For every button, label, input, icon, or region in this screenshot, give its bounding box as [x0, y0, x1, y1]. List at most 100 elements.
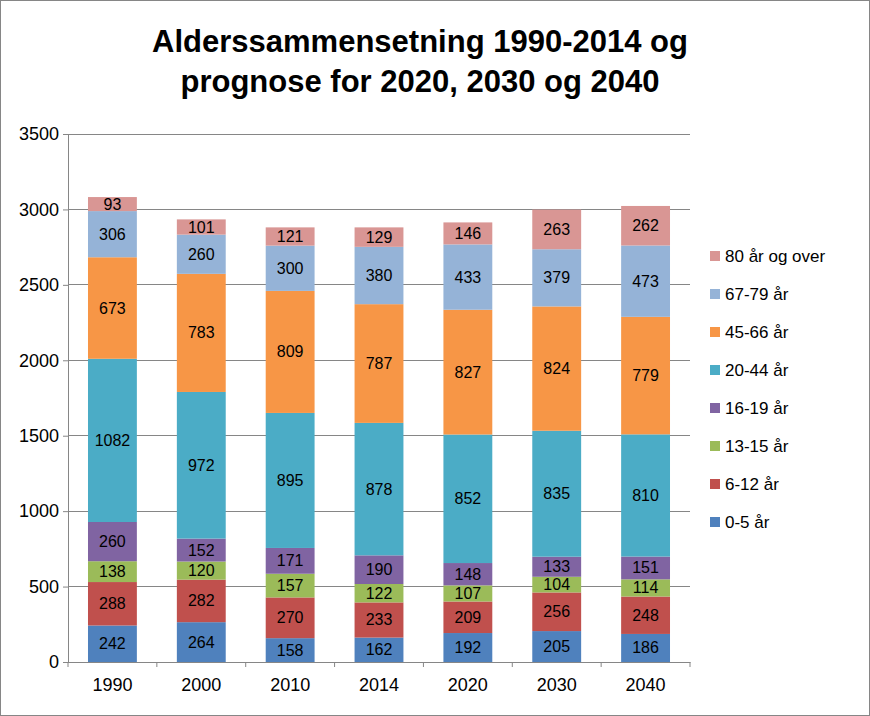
data-label: 205 [543, 638, 570, 655]
legend: 80 år og over67-79 år45-66 år20-44 år16-… [710, 247, 826, 532]
legend-label: 0-5 år [725, 513, 770, 532]
title: Alderssammensetning 1990-2014 ogprognose… [152, 24, 688, 99]
y-tick-mark [63, 511, 68, 512]
x-tick: 2040 [626, 662, 666, 695]
data-label: 248 [632, 607, 659, 624]
data-label: 824 [543, 360, 570, 377]
data-label: 171 [277, 552, 304, 569]
legend-swatch [710, 251, 720, 261]
legend-label: 6-12 år [725, 475, 779, 494]
y-tick-mark [63, 360, 68, 361]
y-tick-mark [63, 587, 68, 588]
data-label: 260 [99, 533, 126, 550]
data-label: 263 [543, 221, 570, 238]
bar [177, 274, 226, 392]
y-tick: 1000 [19, 501, 68, 521]
data-label: 186 [632, 639, 659, 656]
y-tick-mark [63, 436, 68, 437]
data-label: 264 [188, 634, 215, 651]
data-label: 107 [455, 585, 482, 602]
y-tick-label: 2000 [19, 351, 59, 371]
bar [355, 304, 404, 423]
data-label: 152 [188, 542, 215, 559]
legend-label: 13-15 år [725, 437, 789, 456]
y-tick-mark [63, 285, 68, 286]
bar [355, 247, 404, 304]
y-axis-line [63, 135, 69, 663]
legend-swatch [710, 365, 720, 375]
bar [621, 206, 670, 246]
data-label: 779 [632, 367, 659, 384]
bar [443, 435, 492, 564]
y-tick: 2500 [19, 275, 68, 295]
x-axis: 1990200020102014202020302040 [68, 662, 691, 695]
data-label: 878 [366, 481, 393, 498]
data-label: 122 [366, 585, 393, 602]
bar [355, 638, 404, 662]
data-label: 787 [366, 355, 393, 372]
data-label: 262 [632, 217, 659, 234]
data-label: 809 [277, 343, 304, 360]
bar [355, 555, 404, 584]
x-tick: 2014 [359, 662, 399, 695]
legend-swatch [710, 479, 720, 489]
data-label: 673 [99, 300, 126, 317]
bars [88, 197, 670, 662]
data-label: 120 [188, 562, 215, 579]
data-label: 209 [455, 609, 482, 626]
bar [443, 585, 492, 601]
y-axis: 0500100015002000250030003500 [19, 124, 69, 672]
bar [88, 625, 137, 662]
bar [266, 291, 315, 413]
data-label: 288 [99, 595, 126, 612]
legend-label: 45-66 år [725, 323, 789, 342]
chart-frame [1, 1, 870, 716]
y-tick-mark [63, 209, 68, 210]
grid-line [68, 209, 690, 210]
legend-swatch [710, 403, 720, 413]
data-label: 300 [277, 260, 304, 277]
x-separator [245, 662, 246, 667]
data-label: 835 [543, 485, 570, 502]
bar [177, 235, 226, 274]
bar [532, 249, 581, 306]
y-tick-label: 1000 [19, 501, 59, 521]
bar [266, 597, 315, 638]
data-label: 972 [188, 457, 215, 474]
legend-item: 13-15 år [710, 437, 789, 456]
bar [177, 392, 226, 539]
data-label: 148 [455, 566, 482, 583]
x-tick-label: 2000 [181, 675, 221, 695]
bar [621, 317, 670, 435]
y-tick-label: 2500 [19, 275, 59, 295]
legend-item: 80 år og over [710, 247, 826, 266]
grid [68, 134, 690, 662]
data-label: 93 [104, 196, 122, 213]
data-label: 192 [455, 639, 482, 656]
y-tick: 3500 [19, 124, 68, 144]
legend-item: 20-44 år [710, 361, 789, 380]
x-tick-label: 2020 [448, 675, 488, 695]
bar [88, 582, 137, 625]
bar [532, 431, 581, 557]
x-tick-label: 2040 [626, 675, 666, 695]
legend-swatch [710, 441, 720, 451]
data-label: 190 [366, 561, 393, 578]
bar [621, 634, 670, 662]
data-label: 158 [277, 642, 304, 659]
x-separator [512, 662, 513, 667]
data-label: 1082 [95, 432, 131, 449]
bar [532, 306, 581, 430]
bar [266, 227, 315, 245]
data-label: 282 [188, 592, 215, 609]
plot: 2422641581621922051862882822702332092562… [19, 124, 691, 695]
x-tick: 2000 [181, 662, 221, 695]
bar [621, 597, 670, 634]
data-labels: 2422641581621922051862882822702332092562… [95, 196, 659, 659]
data-label: 114 [633, 579, 659, 596]
y-tick: 0 [49, 652, 68, 672]
data-label: 242 [99, 635, 126, 652]
y-tick: 2000 [19, 351, 68, 371]
bar [88, 359, 137, 522]
data-label: 827 [455, 364, 482, 381]
